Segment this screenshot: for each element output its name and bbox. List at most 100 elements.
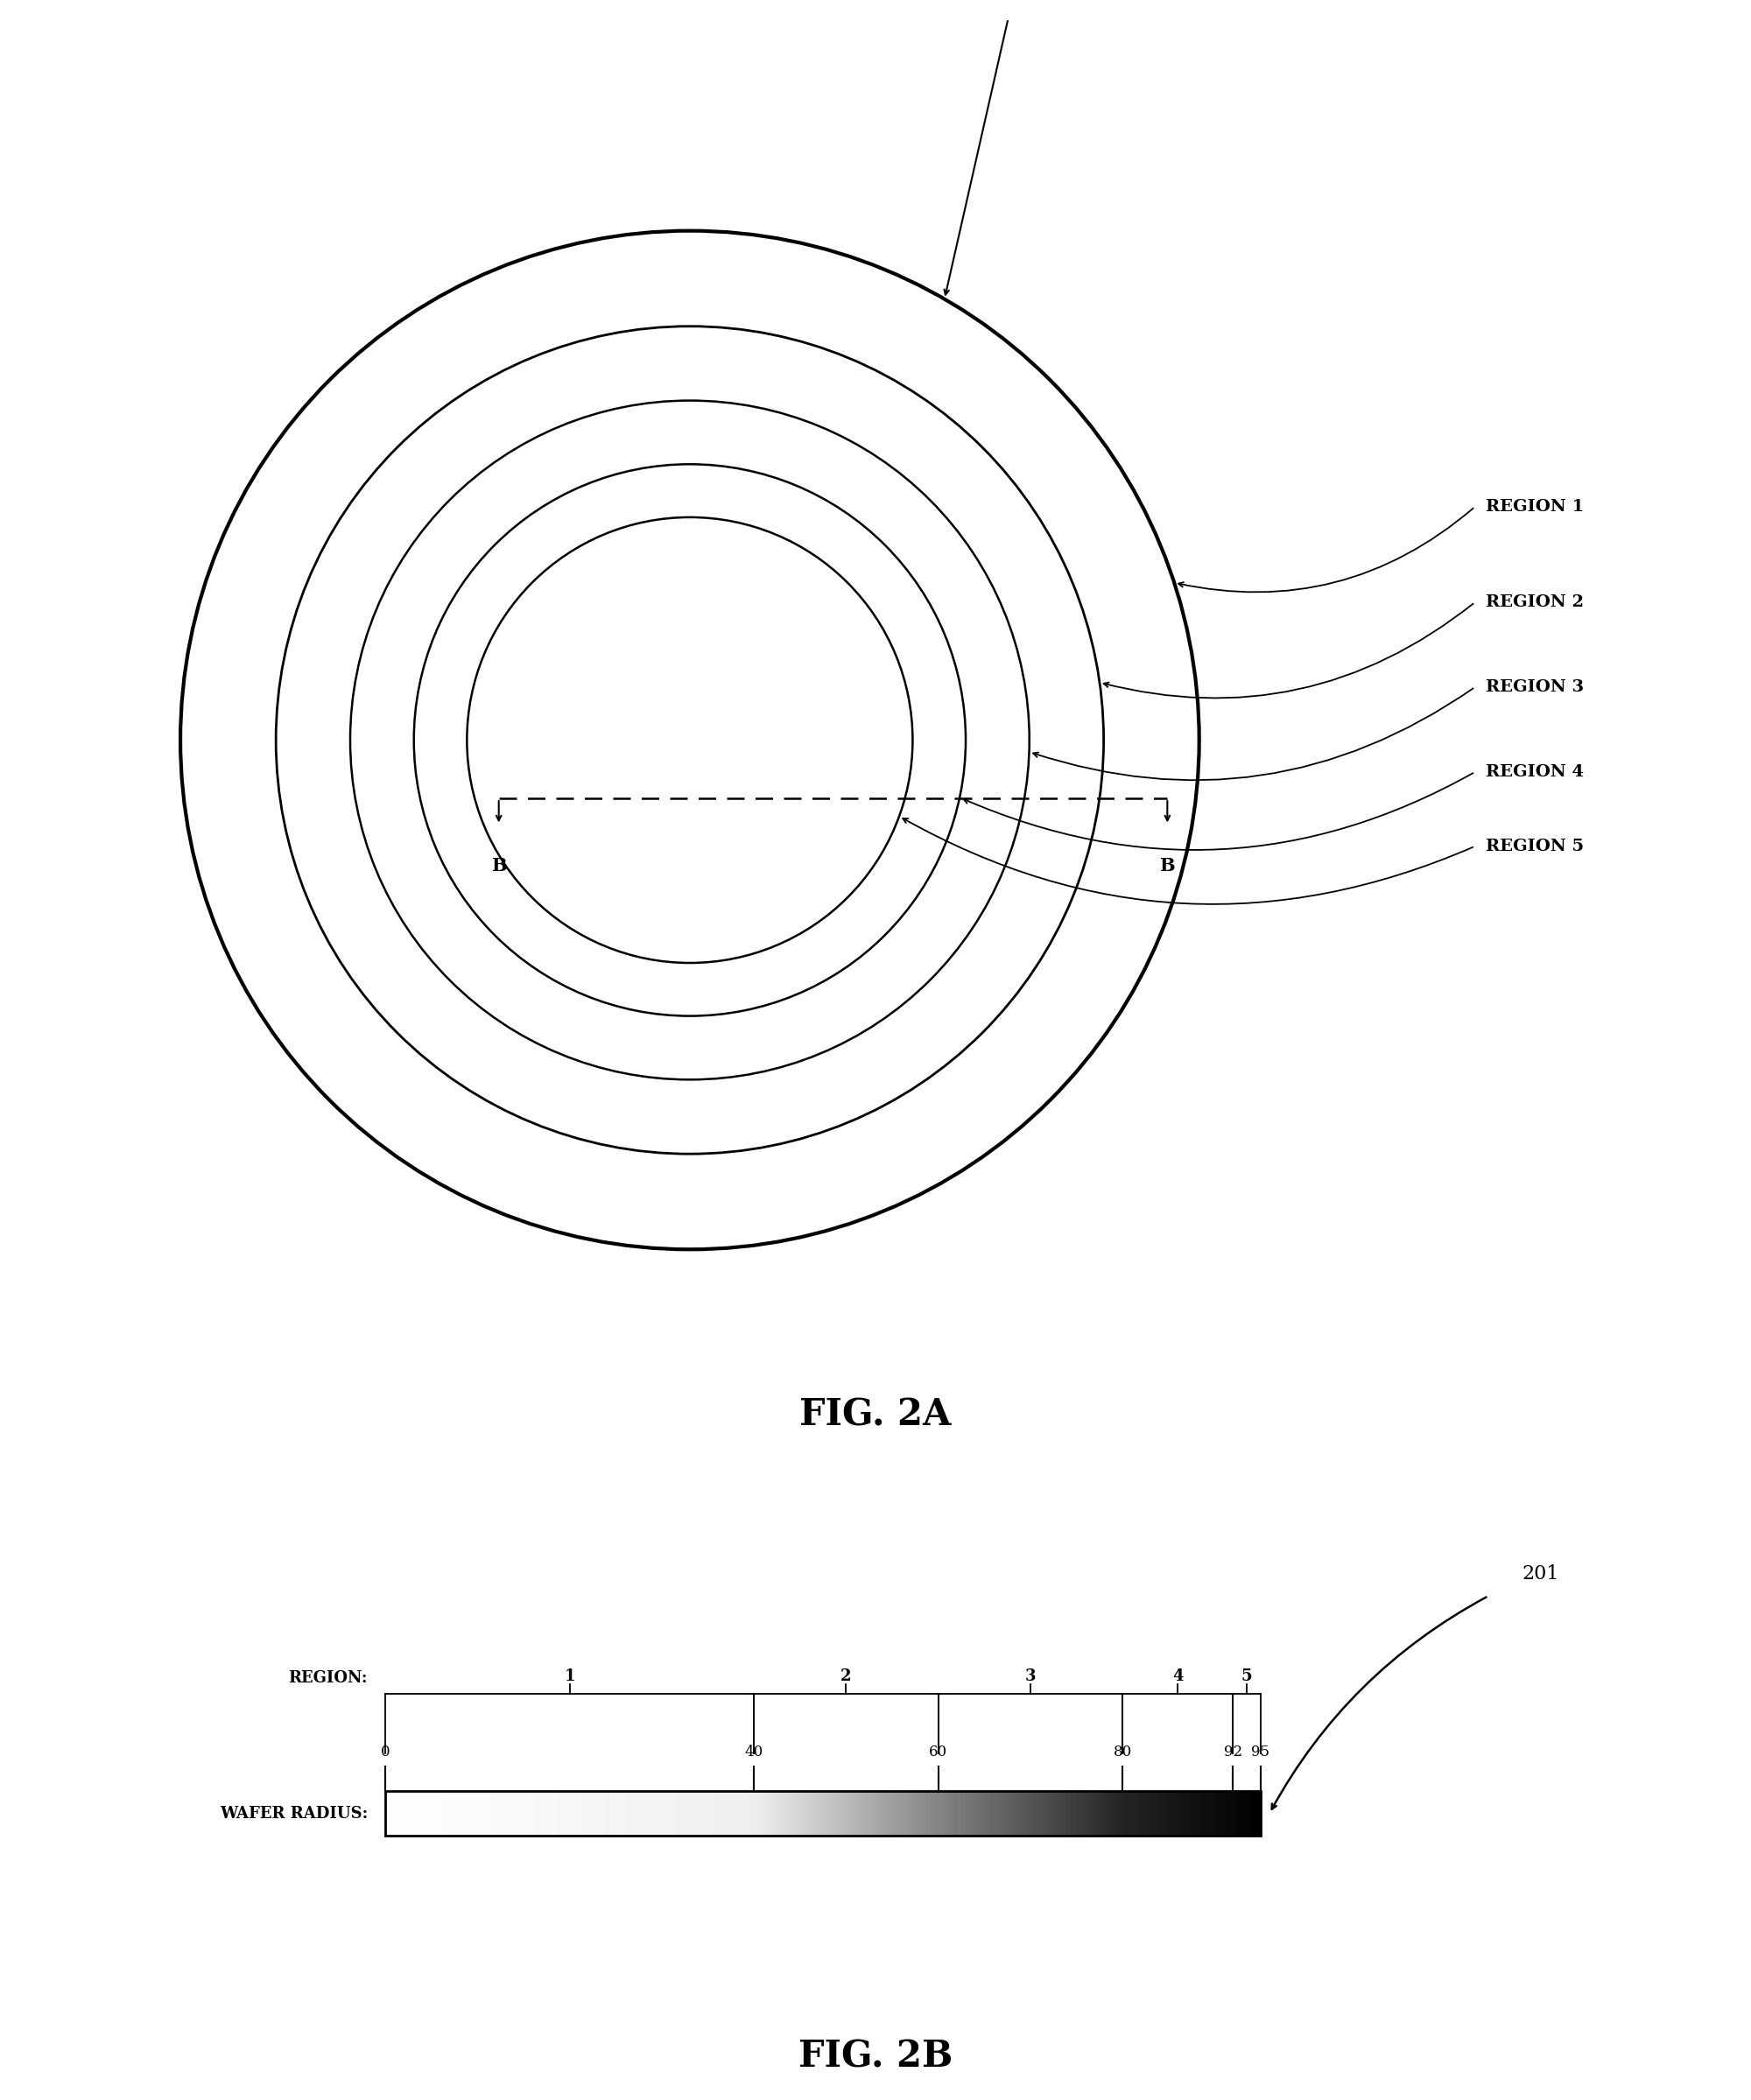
Bar xyxy=(881,1791,884,1835)
Bar xyxy=(434,1791,438,1835)
Bar xyxy=(837,1791,840,1835)
Bar xyxy=(1138,1791,1142,1835)
Bar xyxy=(1234,1791,1238,1835)
Bar xyxy=(776,1791,781,1835)
Bar xyxy=(1019,1791,1023,1835)
Bar xyxy=(653,1791,657,1835)
Bar xyxy=(1220,1791,1224,1835)
Bar xyxy=(1059,1791,1063,1835)
Bar xyxy=(411,1791,415,1835)
Bar xyxy=(608,1791,611,1835)
Bar xyxy=(1161,1791,1166,1835)
Bar xyxy=(464,1791,468,1835)
Text: 0: 0 xyxy=(380,1745,390,1760)
Bar xyxy=(1129,1791,1133,1835)
Text: 60: 60 xyxy=(930,1745,947,1760)
Bar xyxy=(546,1791,550,1835)
Bar xyxy=(695,1791,699,1835)
Bar xyxy=(835,1791,839,1835)
Bar xyxy=(714,1791,718,1835)
Bar xyxy=(713,1791,716,1835)
Bar xyxy=(762,1791,765,1835)
Bar xyxy=(1112,1791,1115,1835)
Bar xyxy=(967,1791,970,1835)
Bar xyxy=(697,1791,700,1835)
Bar xyxy=(853,1791,856,1835)
Bar xyxy=(1168,1791,1171,1835)
Text: FIG. 2A: FIG. 2A xyxy=(800,1396,951,1434)
Bar xyxy=(660,1791,664,1835)
Bar xyxy=(688,1791,692,1835)
Bar xyxy=(1208,1791,1212,1835)
Bar xyxy=(933,1791,939,1835)
Bar xyxy=(960,1791,963,1835)
Bar xyxy=(1077,1791,1080,1835)
Bar xyxy=(783,1791,786,1835)
Bar xyxy=(1115,1791,1119,1835)
Bar xyxy=(595,1791,599,1835)
Bar xyxy=(721,1791,725,1835)
Bar xyxy=(627,1791,630,1835)
Bar xyxy=(420,1791,424,1835)
Bar xyxy=(727,1791,730,1835)
Text: B: B xyxy=(490,857,506,874)
Bar xyxy=(1252,1791,1255,1835)
Bar xyxy=(916,1791,921,1835)
Bar xyxy=(884,1791,888,1835)
Bar xyxy=(1082,1791,1086,1835)
Bar xyxy=(601,1791,606,1835)
Bar xyxy=(1203,1791,1206,1835)
Bar xyxy=(1021,1791,1026,1835)
Bar xyxy=(977,1791,981,1835)
Bar xyxy=(700,1791,704,1835)
Bar xyxy=(473,1791,476,1835)
Bar xyxy=(385,1791,1261,1835)
Bar xyxy=(613,1791,616,1835)
Bar xyxy=(788,1791,791,1835)
Bar xyxy=(389,1791,392,1835)
Bar xyxy=(1243,1791,1247,1835)
Bar xyxy=(1248,1791,1254,1835)
Bar xyxy=(1045,1791,1049,1835)
Bar xyxy=(963,1791,967,1835)
Bar xyxy=(482,1791,485,1835)
Text: REGION 2: REGION 2 xyxy=(1485,594,1583,609)
Bar xyxy=(639,1791,643,1835)
Bar xyxy=(975,1791,979,1835)
Bar xyxy=(890,1791,893,1835)
Bar xyxy=(476,1791,480,1835)
Bar xyxy=(1164,1791,1168,1835)
Bar xyxy=(774,1791,777,1835)
Bar xyxy=(417,1791,422,1835)
Bar xyxy=(819,1791,823,1835)
Bar xyxy=(1170,1791,1173,1835)
Bar xyxy=(1037,1791,1040,1835)
Bar xyxy=(1173,1791,1177,1835)
Bar xyxy=(723,1791,727,1835)
Bar xyxy=(573,1791,576,1835)
Bar xyxy=(797,1791,800,1835)
Bar xyxy=(665,1791,669,1835)
Bar xyxy=(1231,1791,1236,1835)
Bar xyxy=(1063,1791,1066,1835)
Bar xyxy=(1024,1791,1028,1835)
Bar xyxy=(744,1791,748,1835)
Bar xyxy=(394,1791,397,1835)
Bar xyxy=(919,1791,923,1835)
Bar xyxy=(625,1791,629,1835)
Bar xyxy=(1205,1791,1208,1835)
Bar xyxy=(1121,1791,1124,1835)
Bar xyxy=(840,1791,844,1835)
Bar xyxy=(618,1791,622,1835)
Bar xyxy=(1051,1791,1054,1835)
Bar xyxy=(406,1791,410,1835)
Bar xyxy=(818,1791,821,1835)
Bar xyxy=(511,1791,515,1835)
Bar xyxy=(583,1791,587,1835)
Bar xyxy=(1150,1791,1154,1835)
Bar xyxy=(1238,1791,1241,1835)
Bar xyxy=(683,1791,686,1835)
Bar xyxy=(791,1791,795,1835)
Bar xyxy=(951,1791,956,1835)
Text: REGION 5: REGION 5 xyxy=(1485,838,1585,855)
